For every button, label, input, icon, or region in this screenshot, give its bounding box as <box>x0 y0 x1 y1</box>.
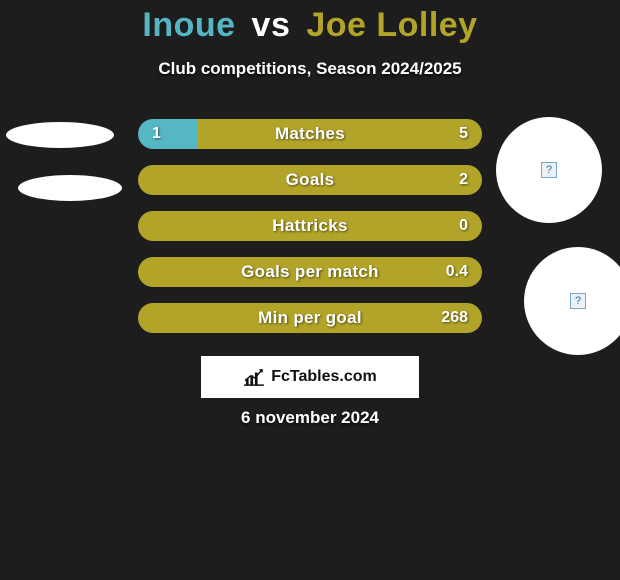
bar-value-right: 0 <box>459 211 468 241</box>
bar-label: Min per goal <box>138 303 482 333</box>
player2-name: Joe Lolley <box>306 6 477 44</box>
stat-bar: Goals2 <box>138 165 482 195</box>
placeholder-icon: ? <box>570 293 586 309</box>
page-title: Inoue vs Joe Lolley <box>0 0 620 45</box>
bar-label: Goals per match <box>138 257 482 287</box>
player2-club-crest-top: ? <box>496 117 602 223</box>
bar-value-right: 2 <box>459 165 468 195</box>
bar-chart-icon <box>243 368 265 386</box>
vs-label: vs <box>252 6 291 44</box>
bar-label: Matches <box>138 119 482 149</box>
bar-value-right: 5 <box>459 119 468 149</box>
stat-bar: Hattricks0 <box>138 211 482 241</box>
bar-label: Goals <box>138 165 482 195</box>
stat-bar: Min per goal268 <box>138 303 482 333</box>
stat-bars: Matches1 5 Goals2 Hattricks0 Goals per match… <box>138 119 482 349</box>
placeholder-icon: ? <box>541 162 557 178</box>
bar-value-right: 0.4 <box>446 257 468 287</box>
stat-bar: Matches1 5 <box>138 119 482 149</box>
bar-label: Hattricks <box>138 211 482 241</box>
generation-date: 6 november 2024 <box>0 408 620 428</box>
player1-name: Inoue <box>142 6 235 44</box>
player2-club-crest-bottom: ? <box>524 247 620 355</box>
player1-portrait-top <box>6 122 114 148</box>
subtitle: Club competitions, Season 2024/2025 <box>0 59 620 79</box>
bar-value-left: 1 <box>152 119 161 149</box>
source-badge: FcTables.com <box>201 356 419 398</box>
stat-bar: Goals per match0.4 <box>138 257 482 287</box>
player1-portrait-bottom <box>18 175 122 201</box>
bar-value-right: 268 <box>441 303 468 333</box>
source-badge-text: FcTables.com <box>271 368 377 386</box>
